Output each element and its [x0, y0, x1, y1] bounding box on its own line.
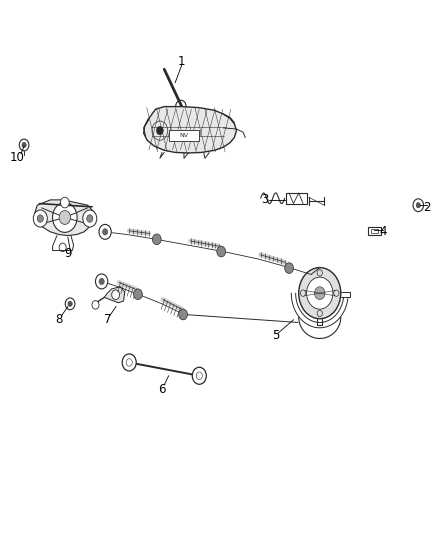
Circle shape — [99, 224, 111, 239]
Text: 4: 4 — [379, 225, 387, 238]
Circle shape — [102, 229, 108, 235]
Circle shape — [314, 287, 325, 300]
Circle shape — [92, 301, 99, 309]
Circle shape — [217, 246, 226, 257]
Polygon shape — [169, 130, 199, 141]
Text: 3: 3 — [261, 193, 268, 206]
Circle shape — [196, 372, 202, 379]
Circle shape — [87, 215, 93, 222]
Circle shape — [126, 359, 132, 366]
Circle shape — [33, 210, 47, 227]
Polygon shape — [104, 287, 125, 303]
Text: 8: 8 — [56, 313, 63, 326]
Text: 1: 1 — [178, 55, 186, 68]
Text: 7: 7 — [103, 313, 111, 326]
Text: 9: 9 — [64, 247, 72, 260]
Circle shape — [83, 210, 97, 227]
Circle shape — [152, 234, 161, 245]
Circle shape — [285, 263, 293, 273]
Circle shape — [53, 203, 77, 232]
Circle shape — [37, 215, 43, 222]
Circle shape — [156, 126, 163, 135]
Bar — [368, 227, 381, 235]
Circle shape — [307, 277, 333, 309]
Text: 6: 6 — [158, 383, 166, 395]
Polygon shape — [35, 200, 94, 236]
Bar — [371, 229, 378, 233]
Circle shape — [179, 309, 187, 320]
Text: NV: NV — [180, 133, 188, 138]
Circle shape — [22, 142, 26, 148]
Circle shape — [299, 268, 341, 319]
Circle shape — [192, 367, 206, 384]
Polygon shape — [144, 107, 237, 153]
Circle shape — [112, 290, 120, 300]
Text: 2: 2 — [423, 201, 431, 214]
Circle shape — [122, 354, 136, 371]
Circle shape — [95, 274, 108, 289]
Text: 10: 10 — [9, 151, 24, 164]
Circle shape — [59, 211, 71, 224]
Circle shape — [416, 203, 420, 208]
Circle shape — [68, 301, 72, 306]
Circle shape — [60, 197, 69, 208]
Circle shape — [99, 278, 104, 285]
Circle shape — [134, 289, 142, 300]
Text: 5: 5 — [272, 329, 279, 342]
